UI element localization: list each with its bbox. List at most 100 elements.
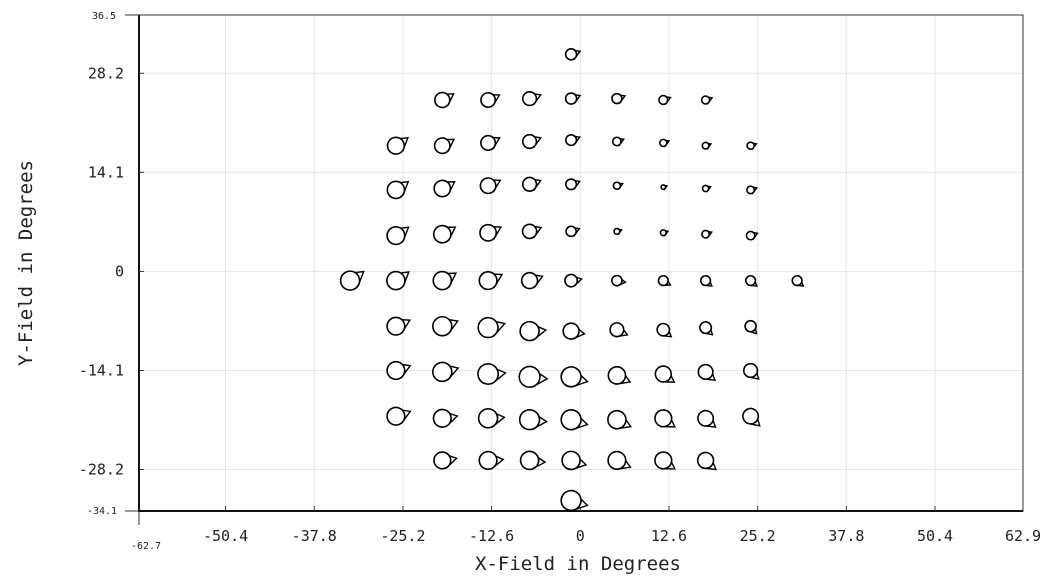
marker-circle	[432, 408, 452, 428]
marker-circle	[478, 271, 498, 291]
field-point	[607, 409, 633, 430]
marker-circle	[561, 450, 581, 471]
marker-circle	[564, 273, 579, 288]
field-point	[339, 270, 365, 291]
marker-circle	[562, 322, 580, 340]
marker-circle	[564, 47, 578, 61]
marker-circle	[658, 138, 668, 148]
marker-circle	[699, 321, 713, 335]
x-tick-label: -25.2	[380, 527, 425, 545]
field-point	[744, 319, 758, 335]
marker-circle	[560, 409, 582, 431]
field-point	[518, 365, 549, 389]
x-tick-label: -37.8	[292, 527, 337, 545]
field-point	[433, 137, 456, 155]
field-point	[697, 409, 717, 428]
field-point	[521, 176, 542, 192]
marker-circle	[659, 229, 667, 237]
marker-circle	[564, 92, 578, 105]
field-point	[386, 180, 410, 200]
marker-circle	[433, 451, 452, 470]
field-point	[564, 47, 582, 61]
marker-circle	[477, 363, 500, 385]
marker-circle	[746, 185, 756, 195]
x-tick-label: -50.4	[203, 527, 248, 545]
y-tick-label: 0	[115, 262, 124, 280]
field-point	[480, 92, 501, 108]
marker-circle	[656, 322, 671, 337]
y-axis-title: Y-Field in Degrees	[15, 160, 37, 366]
marker-circle	[433, 179, 452, 198]
field-point	[477, 363, 507, 385]
marker-circle	[746, 141, 755, 151]
field-point	[607, 366, 632, 385]
marker-circle	[742, 407, 760, 425]
marker-circle	[518, 409, 541, 431]
marker-circle	[744, 274, 757, 287]
field-point	[386, 270, 410, 291]
field-point	[700, 95, 714, 105]
field-point	[521, 133, 542, 150]
marker-circle	[386, 226, 406, 246]
marker-circle	[386, 180, 406, 200]
marker-circle	[658, 94, 669, 106]
marker-circle	[521, 176, 538, 192]
marker-circle	[386, 270, 406, 291]
y-max-label: 36.5	[92, 11, 116, 22]
marker-circle	[477, 408, 499, 429]
marker-circle	[519, 450, 540, 471]
field-point	[791, 274, 805, 287]
field-point	[746, 141, 758, 151]
plot-frame	[138, 14, 1024, 512]
marker-circle	[654, 365, 673, 383]
marker-circle	[386, 360, 406, 381]
marker-circle	[521, 133, 538, 150]
field-point	[477, 408, 506, 429]
marker-circle	[612, 181, 622, 191]
field-point	[746, 185, 758, 195]
marker-circle	[609, 322, 625, 338]
field-point	[432, 224, 457, 244]
marker-circle	[565, 134, 578, 147]
field-point	[654, 409, 677, 428]
field-point	[433, 451, 458, 470]
field-point	[560, 489, 589, 512]
marker-circle	[565, 225, 577, 238]
field-point	[432, 361, 460, 383]
y-tick-label: 28.2	[88, 64, 124, 82]
field-point	[742, 362, 760, 380]
marker-circle	[701, 184, 710, 193]
marker-circle	[699, 274, 712, 287]
field-point	[521, 90, 542, 107]
field-point	[521, 223, 543, 240]
field-point	[479, 223, 503, 242]
marker-circle	[433, 137, 451, 155]
marker-circle	[477, 316, 499, 339]
field-point	[611, 274, 627, 287]
field-point	[699, 274, 713, 287]
marker-circle	[696, 451, 715, 470]
marker-circle	[613, 227, 621, 236]
marker-circle	[386, 406, 406, 426]
field-point	[561, 450, 588, 471]
axis-ticks: -50.4 -37.8 -25.2 -12.6 0 12.6 25.2 37.8 50.4 62.…	[79, 14, 1041, 545]
marker-circle	[521, 223, 538, 240]
marker-circle	[339, 270, 361, 291]
field-point	[519, 450, 547, 471]
x-tick-label: 25.2	[740, 527, 776, 545]
marker-circle	[744, 319, 757, 333]
marker-circle	[519, 320, 540, 342]
field-point	[701, 184, 712, 193]
marker-circle	[660, 184, 667, 191]
field-point	[480, 134, 501, 151]
marker-circle	[479, 223, 498, 242]
field-point	[660, 184, 669, 191]
field-point	[658, 94, 672, 106]
field-point	[564, 92, 582, 105]
field-point	[565, 225, 581, 238]
marker-circle	[432, 361, 453, 383]
marker-circle	[386, 316, 406, 336]
marker-circle	[607, 450, 627, 470]
field-point	[611, 92, 627, 105]
field-point	[742, 407, 761, 427]
